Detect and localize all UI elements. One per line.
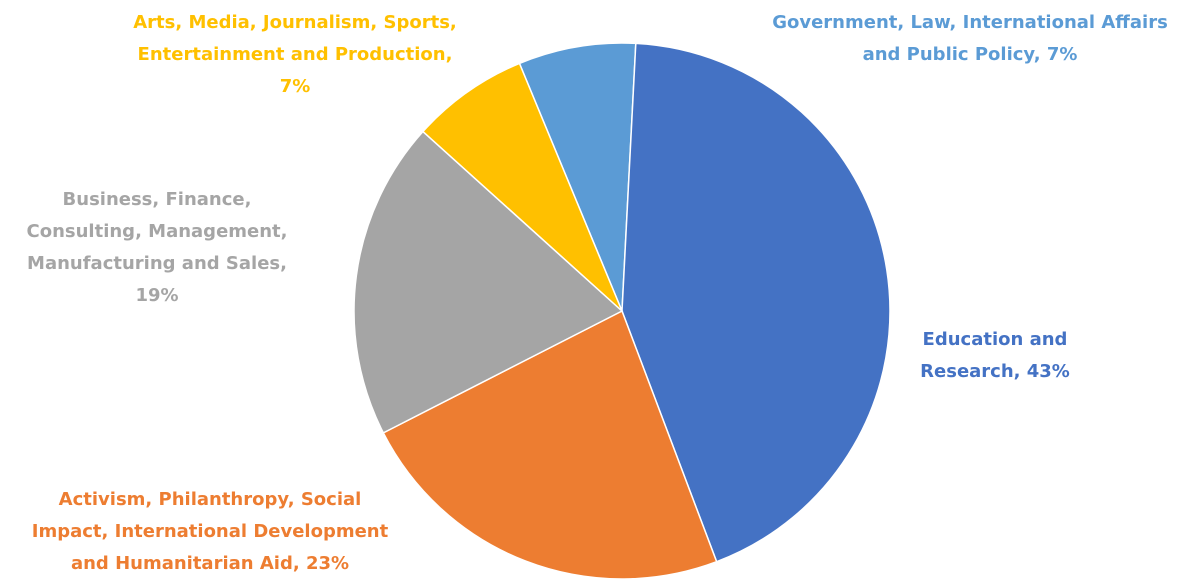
data-label-line: Education and xyxy=(923,329,1068,350)
pie-slice-0 xyxy=(518,42,637,312)
data-label-line: Consulting, Management, xyxy=(27,221,288,242)
data-label-line: Impact, International Development xyxy=(32,521,389,542)
pie-slice-3 xyxy=(353,130,624,434)
data-label-1: Education and Research, 43% xyxy=(920,329,1070,382)
data-label-line: 19% xyxy=(135,285,178,306)
data-label-line: Arts, Media, Journalism, Sports, xyxy=(133,12,457,33)
data-label-2: Activism, Philanthropy, Social Impact, In… xyxy=(32,489,389,574)
data-label-line: Research, 43% xyxy=(920,361,1070,382)
data-label-line: Government, Law, International Affairs xyxy=(772,12,1168,33)
data-label-line: Manufacturing and Sales, xyxy=(27,253,287,274)
data-label-line: Activism, Philanthropy, Social xyxy=(59,489,362,510)
data-label-line: and Public Policy, 7% xyxy=(863,44,1078,65)
data-label-line: and Humanitarian Aid, 23% xyxy=(71,553,349,574)
pie-slice-4 xyxy=(421,62,623,312)
data-label-line: 7% xyxy=(280,76,311,97)
data-label-line: Entertainment and Production, xyxy=(138,44,453,65)
data-label-0: Government, Law, International Affairs an… xyxy=(772,12,1168,65)
pie-slice-1 xyxy=(621,42,891,563)
data-label-4: Arts, Media, Journalism, Sports, Entertai… xyxy=(133,12,457,97)
data-label-line: Business, Finance, xyxy=(63,189,252,210)
data-label-3: Business, Finance, Consulting, Management… xyxy=(27,189,288,306)
pie-slice-2 xyxy=(382,309,718,580)
